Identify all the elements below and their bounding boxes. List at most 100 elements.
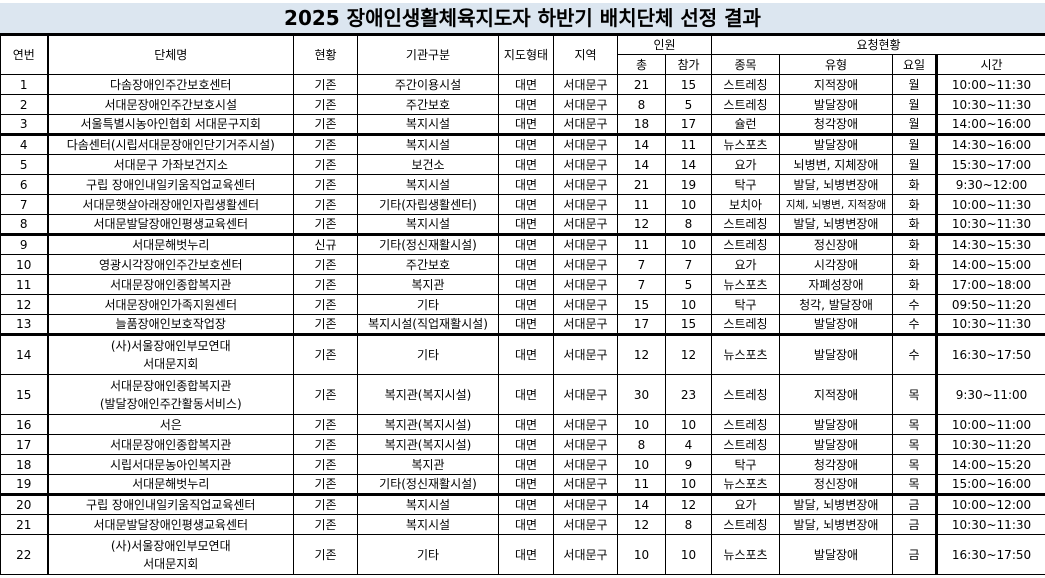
table-row: 5 서대문구 가좌보건지소 기존 보건소 대면 서대문구 14 14 요가 뇌병변, 지체장애 월 1…: [0, 154, 1045, 175]
cell-sport: 스트레칭: [711, 374, 780, 415]
cell-region: 서대문구: [553, 314, 618, 336]
cell-mode: 대면: [498, 174, 554, 195]
cell-no: 4: [0, 134, 49, 155]
cell-total: 7: [617, 274, 666, 295]
cell-type: 청각장애: [779, 114, 893, 136]
cell-total: 8: [617, 434, 666, 455]
cell-region: 서대문구: [553, 74, 618, 95]
cell-sport: 요가: [711, 154, 780, 175]
cell-total: 10: [617, 414, 666, 435]
header-mode: 지도형태: [498, 33, 554, 75]
cell-participants: 10: [665, 534, 712, 575]
cell-total: 10: [617, 454, 666, 475]
cell-time: 16:30~17:50: [934, 334, 1045, 375]
cell-category: 복지관: [357, 274, 499, 295]
cell-time: 15:30~17:00: [934, 154, 1045, 175]
cell-type: 시각장애: [779, 254, 893, 275]
cell-mode: 대면: [498, 94, 554, 115]
cell-region: 서대문구: [553, 274, 618, 295]
cell-category: 복지관: [357, 454, 499, 475]
cell-no: 20: [0, 494, 49, 515]
cell-org: (사)서울장애인부모연대 서대문지회: [47, 534, 294, 575]
cell-no: 13: [0, 314, 49, 336]
cell-mode: 대면: [498, 454, 554, 475]
cell-no: 21: [0, 514, 49, 535]
selection-results-table: 연번 단체명 현황 기관구분 지도형태 지역 인원 요청현황 총 참가 종목 유…: [0, 33, 1045, 575]
cell-participants: 8: [665, 214, 712, 236]
cell-day: 목: [892, 474, 937, 496]
cell-total: 15: [617, 294, 666, 315]
cell-mode: 대면: [498, 494, 554, 515]
cell-sport: 요가: [711, 494, 780, 515]
cell-no: 19: [0, 474, 49, 496]
cell-day: 화: [892, 194, 937, 215]
cell-day: 월: [892, 134, 937, 155]
cell-category: 기타: [357, 294, 499, 315]
cell-no: 18: [0, 454, 49, 475]
cell-org: 서대문장애인종합복지관 (발달장애인주간활동서비스): [47, 374, 294, 415]
cell-no: 8: [0, 214, 49, 236]
cell-org: 서대문해벗누리: [47, 474, 294, 496]
cell-region: 서대문구: [553, 114, 618, 136]
cell-day: 수: [892, 314, 937, 336]
table-row: 10 영광시각장애인주간보호센터 기존 주간보호 대면 서대문구 7 7 요가 시각장애 화 14:0…: [0, 254, 1045, 275]
cell-time: 14:00~15:00: [934, 254, 1045, 275]
cell-status: 기존: [293, 114, 358, 136]
cell-status: 기존: [293, 274, 358, 295]
cell-category: 기타(정신재활시설): [357, 474, 499, 496]
cell-sport: 스트레칭: [711, 234, 780, 255]
document-title: 2025 장애인생활체육지도자 하반기 배치단체 선정 결과: [0, 3, 1045, 33]
cell-time: 10:00~11:30: [934, 74, 1045, 95]
cell-no: 12: [0, 294, 49, 315]
table-row: 3 서울특별시농아인협회 서대문구지회 기존 복지시설 대면 서대문구 18 17 슐런 청각장애…: [0, 114, 1045, 136]
cell-participants: 23: [665, 374, 712, 415]
table-body: 1 다솜장애인주간보호센터 기존 주간이용시설 대면 서대문구 21 15 스트레칭 지적장애 월 1…: [0, 74, 1045, 575]
cell-category: 복지시설: [357, 114, 499, 136]
cell-region: 서대문구: [553, 214, 618, 236]
cell-time: 14:00~15:20: [934, 454, 1045, 475]
cell-region: 서대문구: [553, 514, 618, 535]
cell-participants: 10: [665, 474, 712, 496]
header-no: 연번: [0, 33, 49, 75]
cell-total: 21: [617, 174, 666, 195]
cell-mode: 대면: [498, 74, 554, 95]
cell-sport: 스트레칭: [711, 74, 780, 95]
table-row: 7 서대문햇살아래장애인자립생활센터 기존 기타(자립생활센터) 대면 서대문구 11 10 보…: [0, 194, 1045, 215]
cell-participants: 14: [665, 154, 712, 175]
cell-mode: 대면: [498, 534, 554, 575]
cell-status: 기존: [293, 534, 358, 575]
cell-category: 주간보호: [357, 94, 499, 115]
cell-mode: 대면: [498, 154, 554, 175]
cell-mode: 대면: [498, 274, 554, 295]
cell-participants: 15: [665, 314, 712, 336]
cell-region: 서대문구: [553, 534, 618, 575]
header-day: 요일: [892, 54, 937, 75]
cell-day: 화: [892, 174, 937, 195]
cell-sport: 탁구: [711, 294, 780, 315]
cell-org: 서울특별시농아인협회 서대문구지회: [47, 114, 294, 136]
cell-type: 발달, 뇌병변장애: [779, 494, 893, 515]
header-type: 유형: [779, 54, 893, 75]
cell-day: 수: [892, 334, 937, 375]
cell-status: 기존: [293, 214, 358, 236]
cell-sport: 뉴스포츠: [711, 474, 780, 496]
cell-no: 3: [0, 114, 49, 136]
cell-sport: 스트레칭: [711, 434, 780, 455]
table-row: 12 서대문장애인가족지원센터 기존 기타 대면 서대문구 15 10 탁구 청각, 발달장애 수 0…: [0, 294, 1045, 315]
cell-status: 기존: [293, 334, 358, 375]
cell-region: 서대문구: [553, 94, 618, 115]
cell-day: 목: [892, 374, 937, 415]
cell-day: 월: [892, 154, 937, 175]
cell-time: 10:30~11:30: [934, 94, 1045, 115]
cell-org: 서대문장애인종합복지관: [47, 434, 294, 455]
cell-total: 7: [617, 254, 666, 275]
cell-day: 목: [892, 414, 937, 435]
table-row: 15 서대문장애인종합복지관 (발달장애인주간활동서비스) 기존 복지관(복지시설) 대…: [0, 374, 1045, 415]
cell-participants: 19: [665, 174, 712, 195]
table-row: 20 구립 장애인내일키움직업교육센터 기존 복지시설 대면 서대문구 14 12 요가 발달, …: [0, 494, 1045, 515]
cell-status: 기존: [293, 514, 358, 535]
cell-day: 금: [892, 494, 937, 515]
header-region: 지역: [553, 33, 618, 75]
cell-org: 서대문장애인종합복지관: [47, 274, 294, 295]
cell-no: 15: [0, 374, 49, 415]
